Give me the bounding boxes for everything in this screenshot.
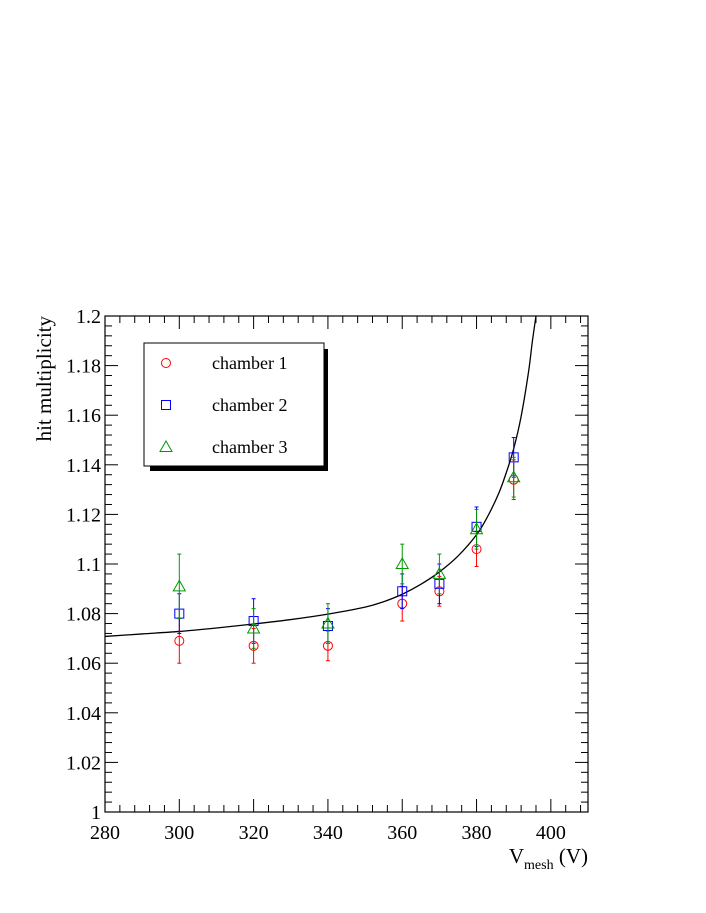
x-tick-label: 300 bbox=[164, 822, 194, 844]
data-point bbox=[246, 621, 261, 634]
legend-label: chamber 2 bbox=[212, 395, 287, 415]
y-tick-label: 1.06 bbox=[66, 653, 101, 675]
y-tick-label: 1.08 bbox=[66, 604, 101, 626]
data-point bbox=[432, 566, 447, 579]
x-tick-label: 280 bbox=[90, 822, 120, 844]
legend-label: chamber 1 bbox=[212, 353, 287, 373]
x-axis-title-unit: (V) bbox=[554, 844, 588, 868]
data-point bbox=[321, 616, 335, 629]
x-tick-label: 340 bbox=[313, 822, 343, 844]
legend-items: chamber 1 chamber 2 chamber 3 bbox=[159, 353, 287, 457]
legend: chamber 1 chamber 2 chamber 3 bbox=[143, 342, 328, 471]
legend-marker bbox=[161, 358, 171, 368]
data-point bbox=[506, 470, 521, 483]
y-axis-title: hit multiplicity bbox=[32, 316, 56, 442]
y-tick-label: 1.14 bbox=[66, 455, 101, 477]
y-tick-label: 1.12 bbox=[66, 504, 101, 526]
y-tick-label: 1.04 bbox=[66, 703, 101, 725]
x-tick-label: 380 bbox=[462, 822, 492, 844]
y-tick-label: 1.2 bbox=[76, 306, 101, 328]
legend-label: chamber 3 bbox=[212, 437, 287, 457]
data-point bbox=[469, 522, 484, 535]
y-tick-label: 1 bbox=[91, 802, 101, 824]
y-tick-label: 1.18 bbox=[66, 356, 101, 378]
data-point bbox=[395, 556, 410, 569]
y-tick-label: 1.1 bbox=[76, 554, 101, 576]
data-point bbox=[397, 586, 408, 597]
x-tick-label: 400 bbox=[536, 822, 566, 844]
x-axis-title-sub: mesh bbox=[524, 858, 554, 873]
x-tick-label: 320 bbox=[239, 822, 269, 844]
legend-marker bbox=[159, 439, 173, 452]
x-axis-title-main: V bbox=[509, 844, 524, 868]
x-axis-title: Vmesh (V) bbox=[509, 844, 588, 873]
fit-layer bbox=[104, 315, 537, 638]
fit-curve bbox=[104, 315, 537, 638]
y-tick-label: 1.02 bbox=[66, 752, 101, 774]
series-layer bbox=[172, 437, 521, 664]
ticks-layer: 280 300 320 340 360 380 400 1 1.02 1.04 1.06 1.08 1.… bbox=[66, 306, 588, 844]
y-tick-label: 1.16 bbox=[66, 405, 101, 427]
data-point bbox=[174, 635, 185, 646]
data-point bbox=[172, 579, 187, 592]
legend-box bbox=[143, 342, 325, 467]
x-tick-label: 360 bbox=[387, 822, 417, 844]
legend-marker bbox=[161, 400, 171, 410]
